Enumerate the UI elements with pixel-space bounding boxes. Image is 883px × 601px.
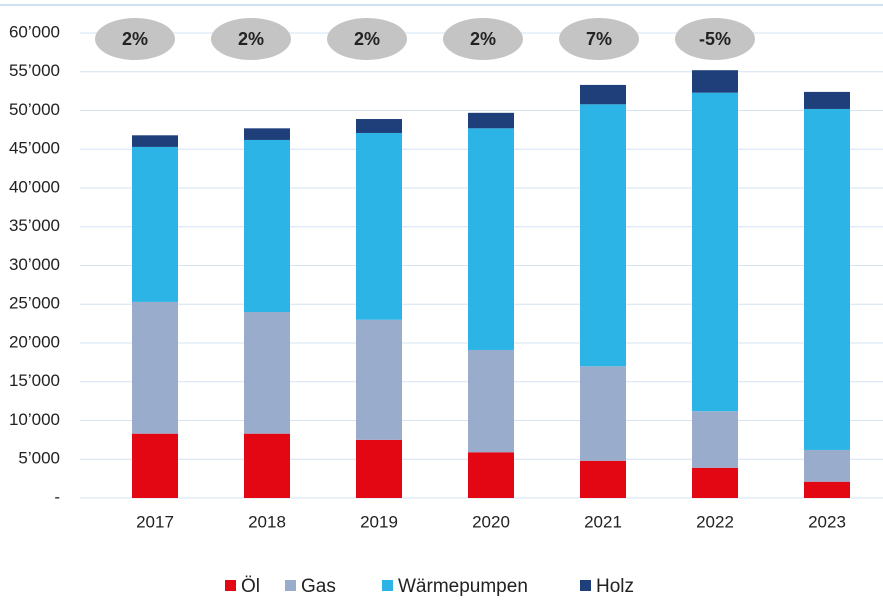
x-tick-label: 2020 — [472, 512, 510, 531]
bar-segment — [804, 481, 850, 498]
growth-label: 2% — [354, 29, 380, 49]
y-tick-label: 30’000 — [9, 255, 60, 274]
legend-label: Gas — [301, 576, 336, 597]
bar-segment — [244, 128, 290, 140]
y-tick-label: 25’000 — [9, 294, 60, 313]
growth-label: -5% — [699, 29, 731, 49]
x-tick-label: 2022 — [696, 512, 734, 531]
growth-label: 2% — [470, 29, 496, 49]
y-tick-label: 35’000 — [9, 216, 60, 235]
legend-swatch — [580, 580, 591, 591]
bar-segment — [244, 433, 290, 498]
bar-segment — [580, 366, 626, 461]
y-tick-label: 55’000 — [9, 61, 60, 80]
legend-swatch — [225, 580, 236, 591]
y-tick-label: 5’000 — [18, 449, 60, 468]
bar-segment — [804, 108, 850, 450]
y-tick-label: - — [54, 487, 60, 506]
y-tick-label: 50’000 — [9, 100, 60, 119]
bar-segment — [468, 452, 514, 498]
legend-label: Holz — [596, 576, 634, 597]
bar-segment — [356, 119, 402, 133]
x-tick-label: 2017 — [136, 512, 174, 531]
growth-badge — [559, 18, 639, 60]
legend-label: Wärmepumpen — [398, 576, 528, 597]
legend-swatch — [382, 580, 393, 591]
bar-segment — [132, 433, 178, 498]
legend-swatch — [285, 580, 296, 591]
bar-segment — [692, 92, 738, 412]
bar-segment — [692, 411, 738, 468]
growth-badge — [327, 18, 407, 60]
bar-segment — [468, 128, 514, 350]
legend-label: Öl — [241, 576, 260, 597]
bar-segment — [356, 439, 402, 498]
bar-segment — [356, 319, 402, 440]
y-tick-label: 10’000 — [9, 410, 60, 429]
y-tick-label: 45’000 — [9, 139, 60, 158]
growth-badge — [211, 18, 291, 60]
bar-segment — [692, 467, 738, 498]
bar-segment — [132, 301, 178, 434]
x-tick-label: 2019 — [360, 512, 398, 531]
bar-segment — [132, 135, 178, 147]
bar-segment — [468, 112, 514, 129]
x-tick-label: 2023 — [808, 512, 846, 531]
growth-badge — [675, 18, 755, 60]
growth-label: 7% — [586, 29, 612, 49]
growth-badge — [443, 18, 523, 60]
bar-segment — [580, 84, 626, 105]
bar-segment — [468, 349, 514, 453]
bar-segment — [804, 91, 850, 109]
y-tick-label: 20’000 — [9, 332, 60, 351]
bar-segment — [580, 104, 626, 367]
bar-segment — [356, 132, 402, 320]
x-tick-label: 2021 — [584, 512, 622, 531]
bar-segment — [580, 460, 626, 498]
y-tick-label: 40’000 — [9, 177, 60, 196]
x-tick-label: 2018 — [248, 512, 286, 531]
bar-segment — [132, 146, 178, 302]
y-tick-label: 60’000 — [9, 22, 60, 41]
growth-label: 2% — [238, 29, 264, 49]
bar-segment — [244, 312, 290, 434]
bar-segment — [244, 139, 290, 312]
growth-label: 2% — [122, 29, 148, 49]
y-tick-label: 15’000 — [9, 371, 60, 390]
growth-badge — [95, 18, 175, 60]
bar-segment — [692, 70, 738, 93]
bar-segment — [804, 449, 850, 482]
